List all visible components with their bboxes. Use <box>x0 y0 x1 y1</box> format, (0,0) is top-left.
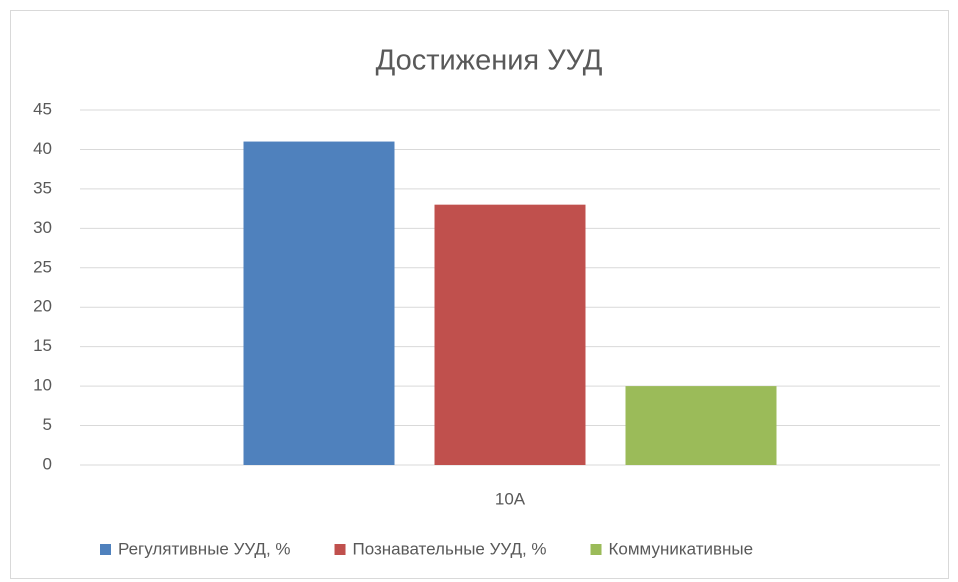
y-tick-label: 45 <box>33 99 52 118</box>
legend-label: Коммуникативные <box>609 539 754 558</box>
y-tick-label: 5 <box>43 415 52 434</box>
x-tick-label: 10А <box>495 489 526 508</box>
bar <box>625 386 777 465</box>
y-tick-label: 10 <box>33 376 52 395</box>
legend-swatch <box>100 544 111 555</box>
y-tick-label: 30 <box>33 218 52 237</box>
chart-title: Достижения УУД <box>376 45 603 77</box>
legend-swatch <box>590 544 602 555</box>
y-tick-label: 20 <box>33 297 52 316</box>
legend-swatch <box>334 544 346 555</box>
legend-label: Познавательные УУД, % <box>353 539 547 558</box>
legend-label: Регулятивные УУД, % <box>118 539 291 558</box>
bar <box>243 141 395 466</box>
y-tick-label: 0 <box>43 454 52 473</box>
y-tick-label: 25 <box>33 257 52 276</box>
y-tick-label: 35 <box>33 178 52 197</box>
y-tick-label: 40 <box>33 139 52 158</box>
bar <box>434 204 586 465</box>
y-tick-label: 15 <box>33 336 52 355</box>
